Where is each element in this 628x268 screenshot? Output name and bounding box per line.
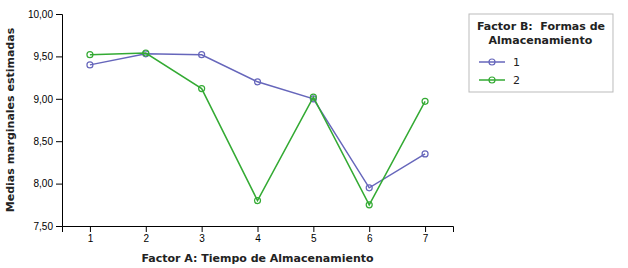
x-tick-label: 1 xyxy=(88,233,94,244)
x-tick-mark xyxy=(313,226,314,232)
y-tick-label: 10,00 xyxy=(28,9,53,20)
y-tick-mark xyxy=(56,141,62,142)
legend-label: 1 xyxy=(513,56,520,69)
point xyxy=(422,98,428,104)
x-tick-mark xyxy=(146,226,147,232)
y-tick: 9,00 xyxy=(34,94,62,105)
legend: Factor B: Formas de Almacenamiento 1 2 xyxy=(469,14,613,92)
x-tick-label: 6 xyxy=(367,233,373,244)
point xyxy=(87,52,93,58)
x-tick: 7 xyxy=(423,226,429,244)
x-tick-label: 4 xyxy=(255,233,261,244)
series-line xyxy=(90,54,425,188)
legend-item: 2 xyxy=(479,74,520,87)
point xyxy=(366,202,372,208)
point xyxy=(422,151,428,157)
marks xyxy=(87,50,428,208)
legend-marker xyxy=(489,77,495,83)
point xyxy=(255,198,261,204)
x-tick: 4 xyxy=(255,226,261,244)
x-tick: 6 xyxy=(367,226,373,244)
point xyxy=(255,79,261,85)
x-axis: 1 2 3 4 5 6 7 xyxy=(63,226,454,244)
legend-marker xyxy=(489,59,495,65)
y-tick-label: 7,50 xyxy=(34,221,54,232)
legend-frame xyxy=(469,14,613,92)
y-tick: 9,50 xyxy=(34,51,62,62)
x-axis-line xyxy=(63,227,454,233)
y-tick-label: 9,00 xyxy=(34,94,54,105)
point xyxy=(87,62,93,68)
y-tick-mark xyxy=(56,99,62,100)
x-tick-label: 5 xyxy=(311,233,317,244)
x-axis-title: Factor A: Tiempo de Almacenamiento xyxy=(141,252,374,265)
x-tick: 2 xyxy=(144,226,150,244)
y-tick-mark xyxy=(56,56,62,57)
series xyxy=(87,51,428,191)
y-tick: 8,50 xyxy=(34,136,62,147)
point xyxy=(366,185,372,191)
y-tick-label: 9,50 xyxy=(34,51,54,62)
y-axis: 7,50 8,00 8,50 9,00 9,50 10,00 xyxy=(28,9,63,232)
x-tick: 5 xyxy=(311,226,317,244)
point xyxy=(199,52,205,58)
x-tick-mark xyxy=(202,226,203,232)
y-tick: 7,50 xyxy=(34,221,62,232)
series xyxy=(87,50,428,208)
y-axis-line xyxy=(56,15,63,227)
y-tick: 8,00 xyxy=(34,178,62,189)
x-tick-mark xyxy=(258,226,259,232)
y-tick: 10,00 xyxy=(28,9,62,20)
legend-label: 2 xyxy=(513,74,520,87)
x-tick-label: 7 xyxy=(423,233,429,244)
point xyxy=(143,50,149,56)
chart: 1 2 3 4 5 6 7 7,50 8,00 8,50 9,00 9,50 10,00 Factor A… xyxy=(0,0,628,268)
y-tick-mark xyxy=(56,184,62,185)
y-tick-mark xyxy=(56,14,62,15)
plot: 1 2 3 4 5 6 7 7,50 8,00 8,50 9,00 9,50 10,00 xyxy=(28,9,454,244)
legend-item: 1 xyxy=(479,56,520,69)
legend-title: Factor B: Formas de Almacenamiento xyxy=(477,20,605,47)
legend-swatch xyxy=(479,79,505,81)
legend-swatch xyxy=(479,61,505,63)
y-axis-title: Medias marginales estimadas xyxy=(4,27,17,212)
point xyxy=(310,94,316,100)
y-tick-label: 8,00 xyxy=(34,178,54,189)
x-tick-label: 2 xyxy=(144,233,150,244)
x-tick: 1 xyxy=(88,226,94,244)
series-line xyxy=(90,53,425,205)
x-tick-mark xyxy=(369,226,370,232)
x-tick-label: 3 xyxy=(199,233,205,244)
x-tick-mark xyxy=(90,226,91,232)
x-tick-mark xyxy=(425,226,426,232)
point xyxy=(199,86,205,92)
x-tick: 3 xyxy=(199,226,205,244)
y-tick-label: 8,50 xyxy=(34,136,54,147)
y-tick-mark xyxy=(56,226,62,227)
